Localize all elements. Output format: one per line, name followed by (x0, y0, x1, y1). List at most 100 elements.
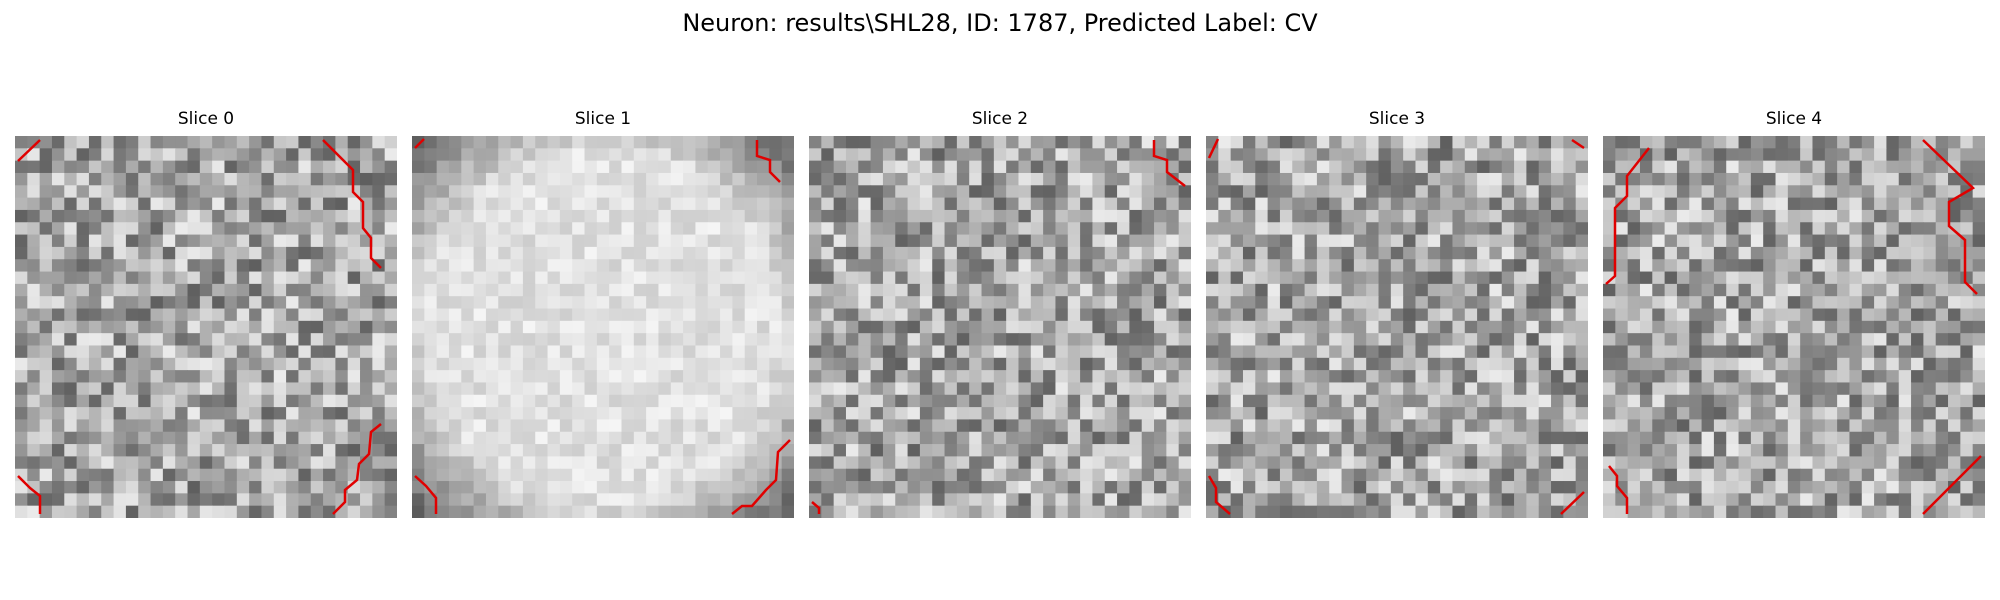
pixel (993, 333, 1007, 346)
pixel (473, 468, 487, 482)
pixel (1141, 136, 1155, 149)
pixel (1141, 431, 1155, 445)
pixel (1972, 197, 1985, 211)
pixel (535, 493, 549, 507)
pixel (1886, 468, 1900, 482)
pixel (1166, 333, 1180, 346)
pixel (1538, 222, 1552, 236)
pixel (199, 246, 213, 260)
pixel (162, 468, 176, 482)
pixel (1603, 370, 1616, 383)
pixel (1129, 468, 1143, 482)
pixel (559, 431, 573, 445)
pixel (683, 382, 696, 396)
pixel (1415, 419, 1429, 433)
pixel (845, 308, 859, 322)
pixel (113, 370, 127, 383)
pixel (485, 419, 499, 433)
pixel (212, 505, 225, 518)
pixel (1763, 370, 1777, 383)
pixel (1067, 209, 1081, 223)
pixel (1055, 185, 1069, 199)
pixel (1316, 160, 1330, 174)
pixel (1166, 209, 1180, 223)
pixel (769, 357, 783, 371)
pixel (88, 259, 102, 273)
pixel (1713, 308, 1727, 322)
pixel (1390, 407, 1404, 420)
pixel (1206, 370, 1219, 383)
pixel (1501, 296, 1515, 310)
pixel (858, 148, 872, 162)
pixel (1415, 246, 1429, 260)
pixel (535, 394, 549, 408)
pixel (670, 259, 684, 273)
pixel (1874, 394, 1887, 408)
pixel (1279, 456, 1293, 470)
pixel (969, 431, 983, 445)
pixel (1255, 333, 1269, 346)
pixel (572, 505, 586, 518)
pixel (944, 431, 958, 445)
pixel (15, 209, 28, 223)
pixel (384, 185, 397, 199)
pixel (1267, 259, 1281, 273)
slice-1-pixel-grid (412, 136, 794, 518)
pixel (1787, 320, 1801, 334)
pixel (858, 259, 872, 273)
pixel (1763, 136, 1777, 149)
pixel (323, 283, 336, 297)
pixel (1664, 370, 1678, 383)
pixel (670, 160, 684, 174)
pixel (1775, 481, 1789, 494)
pixel (1006, 209, 1019, 223)
pixel (993, 505, 1007, 518)
pixel (658, 222, 672, 236)
pixel (461, 320, 475, 334)
pixel (732, 197, 746, 211)
pixel (187, 185, 201, 199)
pixel (224, 357, 238, 371)
pixel (64, 259, 78, 273)
pixel (1652, 419, 1666, 433)
pixel (858, 308, 872, 322)
pixel (845, 234, 859, 248)
pixel (1104, 456, 1118, 470)
pixel (1178, 320, 1191, 334)
pixel (646, 345, 659, 359)
pixel (1230, 197, 1244, 211)
pixel (27, 505, 41, 518)
pixel (646, 197, 659, 211)
pixel (621, 345, 635, 359)
pixel (175, 419, 189, 433)
pixel (1575, 320, 1588, 334)
pixel (162, 246, 176, 260)
pixel (88, 468, 102, 482)
pixel (1603, 456, 1616, 470)
pixel (360, 345, 373, 359)
pixel (1738, 283, 1752, 297)
pixel (1055, 148, 1069, 162)
pixel (261, 296, 275, 310)
pixel (424, 271, 438, 285)
pixel (1551, 234, 1564, 248)
pixel (821, 148, 835, 162)
pixel (461, 308, 475, 322)
pixel (249, 148, 262, 162)
pixel (1664, 493, 1678, 507)
pixel (1092, 444, 1106, 457)
pixel (1242, 197, 1256, 211)
pixel (273, 320, 287, 334)
pixel (1353, 419, 1367, 433)
pixel (323, 320, 336, 334)
pixel (1861, 259, 1875, 273)
pixel (633, 419, 647, 433)
pixel (1092, 468, 1106, 482)
pixel (1178, 160, 1191, 174)
pixel (1489, 234, 1503, 248)
pixel (1489, 468, 1503, 482)
pixel (1230, 148, 1244, 162)
pixel (1018, 197, 1032, 211)
pixel (1935, 172, 1949, 186)
pixel (956, 148, 970, 162)
